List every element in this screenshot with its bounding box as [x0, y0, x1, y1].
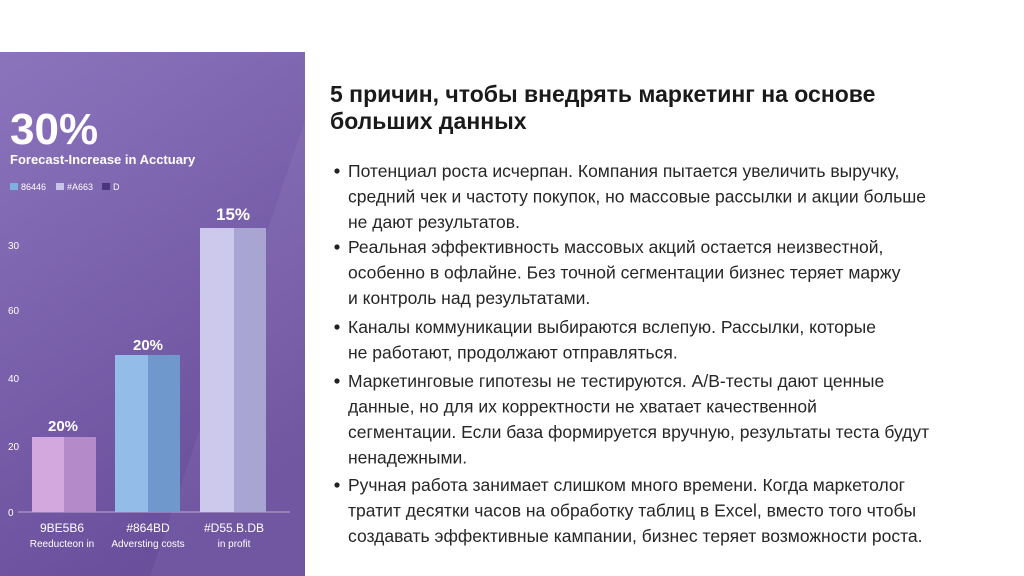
bar-caption: Adversting costs	[111, 539, 184, 550]
headline: 30%	[10, 105, 98, 154]
bar-label: 20%	[48, 418, 78, 435]
bar-front	[200, 228, 234, 512]
bullet-text: ненадежными.	[348, 448, 467, 468]
bullet-text: Потенциал роста исчерпан. Компания пытае…	[348, 161, 899, 181]
legend-swatch	[56, 183, 64, 190]
bar-code: #D55.B.DB	[204, 521, 264, 535]
legend-label: 86446	[21, 182, 46, 192]
legend-swatch	[10, 183, 18, 190]
bullet-text: сегментации. Если база формируется вручн…	[348, 422, 929, 442]
axis-label: 20	[8, 442, 20, 453]
bullet-text: Реальная эффективность массовых акций ос…	[348, 237, 883, 257]
axis-label: 0	[8, 508, 14, 519]
bar-code: #864BD	[126, 521, 170, 535]
bullet	[334, 378, 340, 384]
bullet-text: тратит десятки часов на обработку таблиц…	[348, 501, 916, 521]
bullet-text: создавать эффективные кампании, бизнес т…	[348, 526, 922, 546]
legend-swatch	[102, 183, 110, 190]
bullet	[334, 168, 340, 174]
bar	[115, 355, 180, 512]
bar	[32, 437, 96, 512]
axis-label: 40	[8, 374, 20, 385]
bullet	[334, 482, 340, 488]
bar-side	[148, 355, 180, 512]
bullet-text: данные, но для их корректности не хватае…	[348, 397, 817, 417]
legend-label: D	[113, 182, 120, 192]
bullet-text: Каналы коммуникации выбираются вслепую. …	[348, 317, 876, 337]
bullet	[334, 324, 340, 330]
bullet-text: Маркетинговые гипотезы не тестируются. A…	[348, 371, 884, 391]
bar-label: 15%	[216, 205, 250, 224]
figure-subtitle: Forecast-Increase in Acctuary	[10, 152, 196, 167]
bar-side	[234, 228, 266, 512]
bullet-text: не дают результатов.	[348, 212, 520, 232]
bullet-text: и контроль над результатами.	[348, 288, 590, 308]
bar-front	[32, 437, 64, 512]
axis-label: 30	[8, 241, 20, 252]
bullet-text: не работают, продолжают отправляться.	[348, 343, 678, 363]
bar	[200, 228, 266, 512]
slide-title: больших данных	[330, 108, 527, 134]
bar-label: 20%	[133, 337, 163, 354]
bullet	[334, 244, 340, 250]
bullet-text: Ручная работа занимает слишком много вре…	[348, 475, 905, 495]
legend-label: #A663	[67, 182, 93, 192]
bar-caption: Reeducteon in	[30, 539, 95, 550]
bullet-text: особенно в офлайне. Без точной сегментац…	[348, 263, 901, 283]
bar-front	[115, 355, 148, 512]
bar-code: 9BE5B6	[40, 521, 84, 535]
slide-title: 5 причин, чтобы внедрять маркетинг на ос…	[330, 81, 875, 107]
bar-caption: in profit	[218, 539, 251, 550]
bullet-text: средний чек и частоту покупок, но массов…	[348, 187, 926, 207]
axis-label: 60	[8, 306, 20, 317]
bar-side	[64, 437, 96, 512]
